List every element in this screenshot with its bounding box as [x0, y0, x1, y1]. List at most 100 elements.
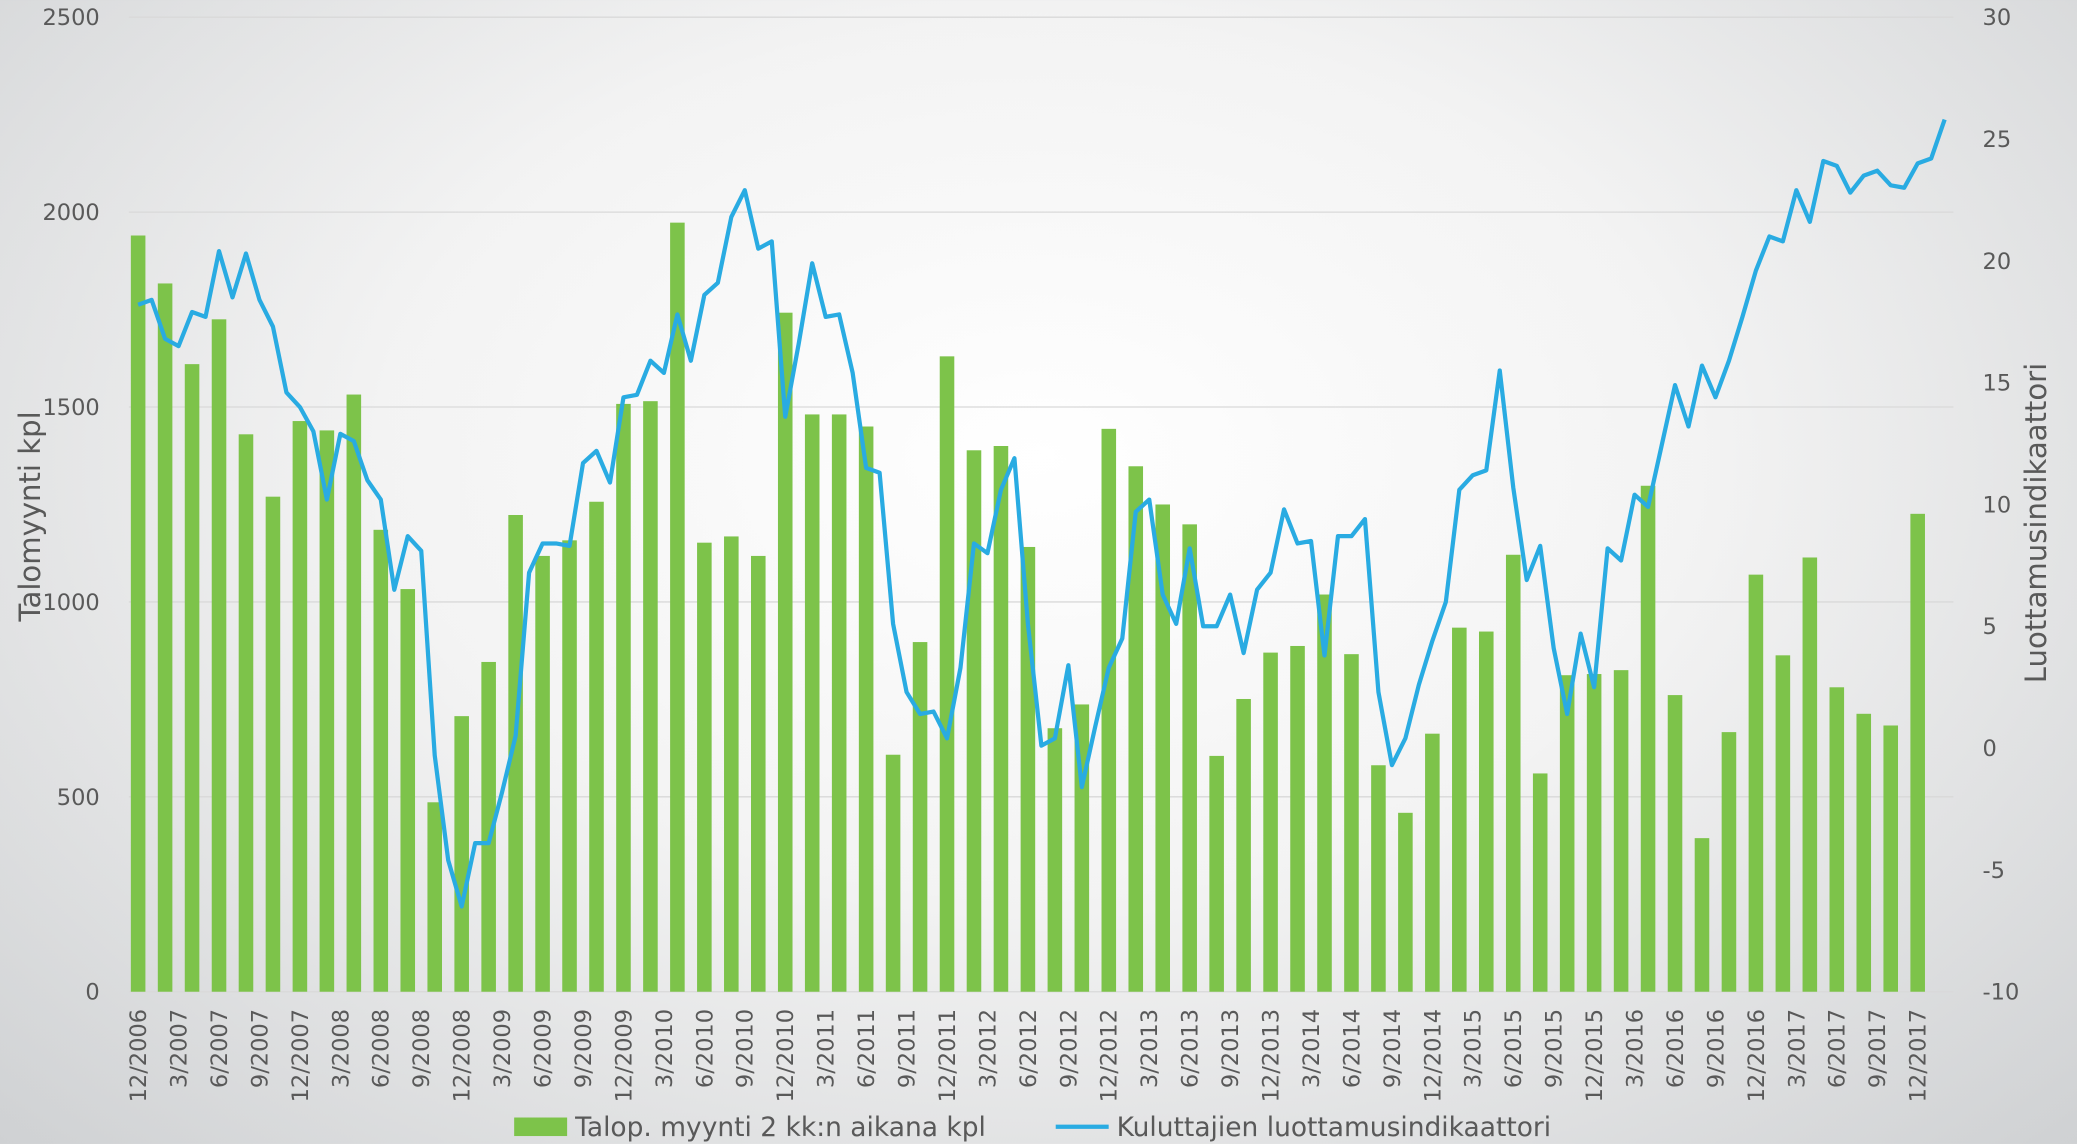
y2-tick-label: -5: [1983, 858, 2005, 884]
bar: [427, 802, 443, 992]
bar: [589, 501, 604, 992]
bar: [1505, 554, 1521, 992]
bar: [1263, 652, 1278, 992]
x-tick-label: 12/2016: [1744, 1009, 1770, 1102]
bar: [1829, 687, 1845, 992]
bar: [912, 642, 928, 992]
x-tick-label: 9/2017: [1865, 1009, 1891, 1088]
bar: [831, 414, 847, 992]
x-tick-label: 12/2014: [1420, 1009, 1446, 1102]
bar: [1371, 765, 1386, 992]
bar: [1748, 574, 1764, 992]
x-tick-label: 6/2016: [1663, 1009, 1689, 1088]
bar: [885, 754, 901, 992]
x-tick-label: 6/2007: [207, 1009, 233, 1088]
bar: [697, 542, 712, 992]
bar: [400, 589, 416, 992]
bar: [804, 414, 820, 992]
bar: [319, 430, 335, 992]
x-tick-label: 3/2011: [814, 1009, 840, 1088]
y2-tick-label: -10: [1983, 980, 2020, 1006]
x-tick-label: 3/2012: [975, 1009, 1001, 1088]
x-tick-label: 3/2014: [1299, 1009, 1325, 1088]
bar: [939, 356, 955, 992]
bar: [265, 496, 281, 992]
x-tick-label: 6/2015: [1501, 1009, 1527, 1088]
x-tick-label: 6/2013: [1178, 1009, 1204, 1088]
x-tick-label: 12/2008: [450, 1009, 476, 1102]
bar: [481, 661, 496, 992]
x-tick-label: 12/2010: [773, 1009, 799, 1102]
bar: [562, 540, 577, 992]
y2-axis-title: Luottamusindikaattori: [2019, 363, 2053, 683]
x-tick-label: 9/2010: [733, 1009, 759, 1088]
y2-tick-label: 30: [1983, 5, 2012, 31]
bar: [1559, 675, 1575, 992]
x-tick-label: 6/2008: [369, 1009, 395, 1088]
x-tick-label: 6/2010: [692, 1009, 718, 1088]
bar: [1613, 670, 1629, 992]
x-tick-label: 6/2014: [1339, 1009, 1365, 1088]
bar: [508, 514, 523, 992]
legend-label: Kuluttajien luottamusindikaattori: [1117, 1112, 1552, 1143]
y-tick-label: 2000: [42, 200, 99, 226]
x-tick-label: 3/2017: [1784, 1009, 1810, 1088]
bar: [670, 222, 685, 992]
bar: [1182, 524, 1197, 992]
bar: [535, 555, 550, 992]
x-tick-label: 9/2011: [895, 1009, 921, 1088]
bar: [1640, 485, 1656, 992]
bar: [130, 235, 146, 992]
bar: [777, 312, 793, 992]
bar: [238, 434, 254, 992]
x-tick-label: 3/2007: [167, 1009, 193, 1088]
y2-tick-label: 10: [1983, 492, 2012, 518]
x-tick-label: 3/2010: [652, 1009, 678, 1088]
x-tick-label: 12/2006: [126, 1009, 152, 1102]
bar: [750, 555, 766, 992]
y-axis-title: Talomyynti kpl: [13, 411, 47, 622]
bar: [373, 529, 389, 992]
bar: [1775, 655, 1791, 992]
bar: [184, 364, 200, 992]
bar: [1344, 654, 1359, 992]
bar: [1398, 812, 1413, 992]
x-tick-label: 6/2012: [1016, 1009, 1042, 1088]
y2-tick-label: 0: [1983, 736, 1997, 762]
bar: [1478, 631, 1494, 992]
y-tick-label: 1500: [42, 395, 99, 421]
x-tick-label: 9/2012: [1056, 1009, 1082, 1088]
bar: [1101, 428, 1117, 992]
y-tick-label: 0: [85, 980, 99, 1006]
legend-swatch: [514, 1117, 568, 1137]
bar: [966, 450, 982, 992]
bar: [616, 403, 631, 992]
x-tick-label: 12/2013: [1259, 1009, 1285, 1102]
bar: [1236, 698, 1251, 992]
bar: [1047, 728, 1063, 992]
bar: [1128, 466, 1144, 992]
x-tick-label: 12/2012: [1097, 1009, 1123, 1102]
x-tick-label: 12/2015: [1582, 1009, 1608, 1102]
y2-tick-label: 20: [1983, 249, 2012, 275]
x-tick-label: 3/2016: [1623, 1009, 1649, 1088]
x-tick-label: 3/2009: [490, 1009, 516, 1088]
bar: [1317, 594, 1332, 992]
bar: [346, 394, 362, 992]
y2-tick-label: 15: [1983, 371, 2012, 397]
x-tick-label: 9/2015: [1542, 1009, 1568, 1088]
bar: [1694, 838, 1710, 992]
x-tick-label: 12/2017: [1906, 1009, 1932, 1102]
bar: [1667, 695, 1683, 992]
bar: [292, 421, 308, 992]
x-tick-label: 9/2014: [1380, 1009, 1406, 1088]
x-tick-label: 3/2008: [328, 1009, 354, 1088]
x-tick-label: 3/2013: [1137, 1009, 1163, 1088]
x-tick-label: 9/2007: [247, 1009, 273, 1088]
bar: [1155, 504, 1171, 992]
bar: [1883, 725, 1899, 992]
bar: [454, 716, 469, 992]
bar: [858, 426, 874, 992]
bar: [211, 319, 227, 992]
